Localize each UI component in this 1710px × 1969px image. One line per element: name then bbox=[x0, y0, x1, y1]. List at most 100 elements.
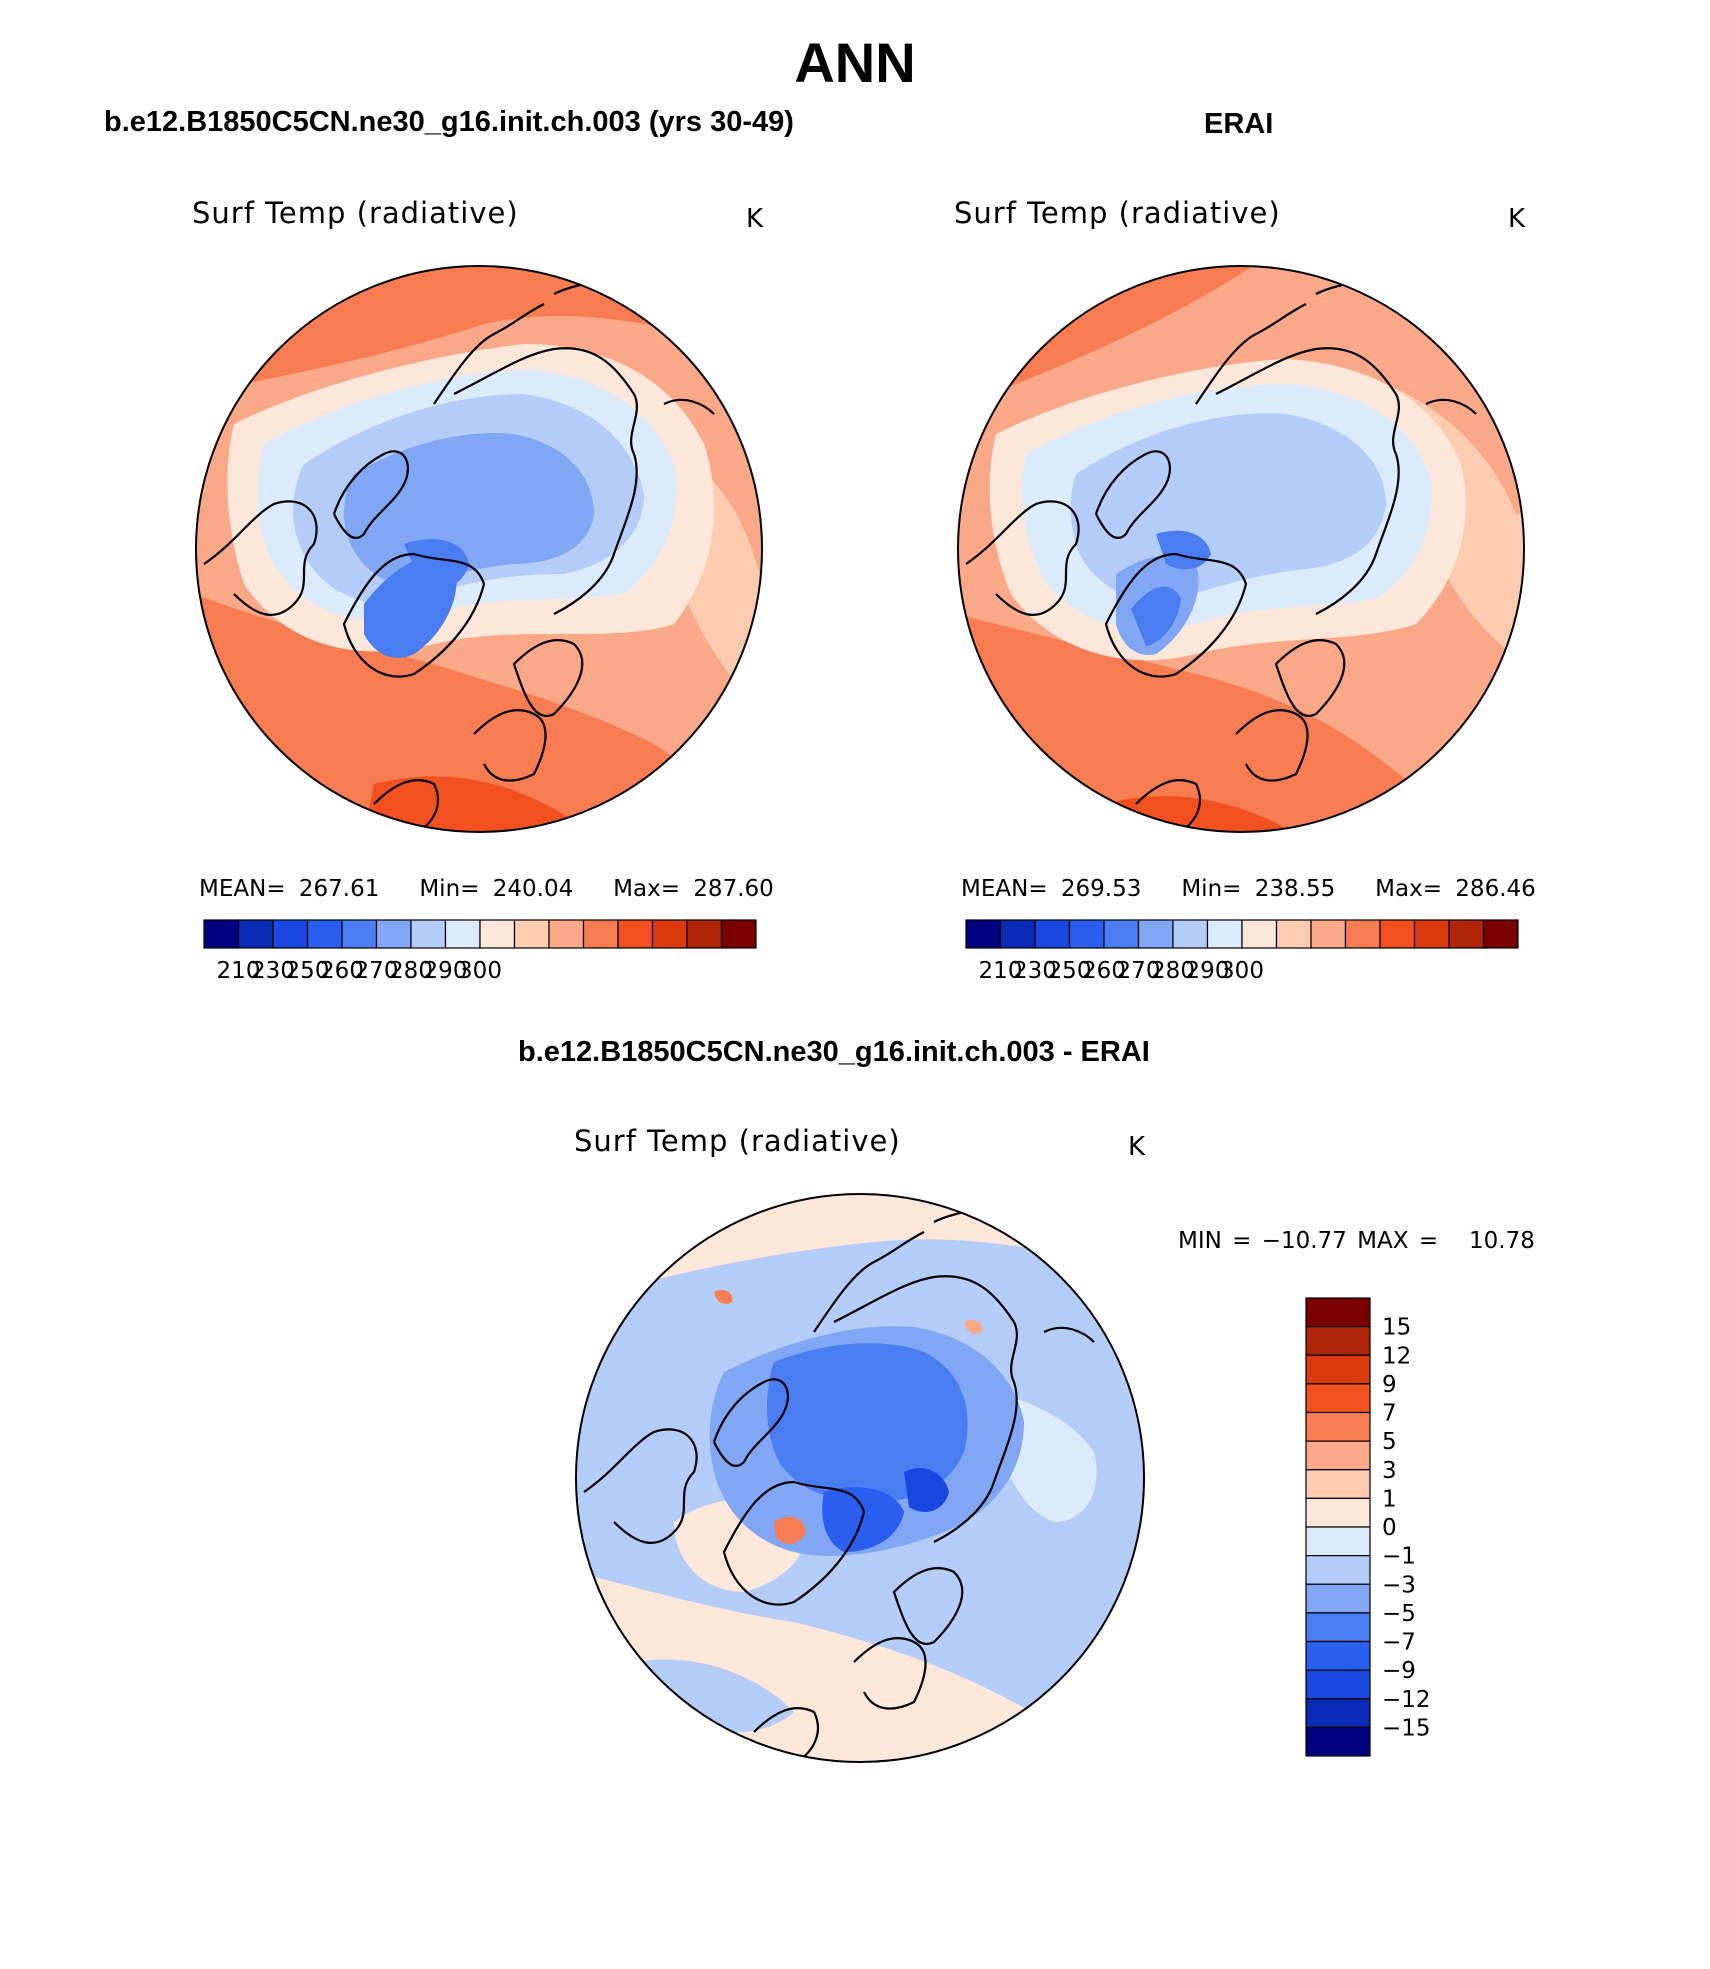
model-colorbar-segment bbox=[272, 919, 309, 949]
diff-min-label: MIN = bbox=[1178, 1228, 1252, 1254]
obs-colorbar-segment bbox=[1344, 919, 1381, 949]
obs-units-label: K bbox=[1508, 204, 1526, 234]
obs-colorbar-segment bbox=[1241, 919, 1278, 949]
model-colorbar-segment bbox=[444, 919, 481, 949]
obs-colorbar-tick-label: 230 bbox=[1013, 958, 1057, 984]
diff-colorbar-tick-label: −3 bbox=[1382, 1572, 1416, 1598]
obs-colorbar-segment bbox=[965, 919, 1002, 949]
model-colorbar-segment bbox=[720, 919, 757, 949]
diff-colorbar-segment bbox=[1305, 1497, 1371, 1528]
model-colorbar-segment bbox=[651, 919, 688, 949]
diff-colorbar-tick-label: 5 bbox=[1382, 1429, 1397, 1455]
obs-colorbar-segment bbox=[1379, 919, 1416, 949]
obs-stats: MEAN= 269.53 Min= 238.55 Max= 286.46 bbox=[961, 876, 1536, 902]
model-colorbar-segment bbox=[341, 919, 378, 949]
model-units-label: K bbox=[746, 204, 764, 234]
diff-colorbar-segment bbox=[1305, 1583, 1371, 1614]
diff-colorbar-segment bbox=[1305, 1411, 1371, 1442]
obs-min-label: Min= bbox=[1181, 876, 1242, 902]
model-mean-label: MEAN= bbox=[199, 876, 286, 902]
model-colorbar-segment bbox=[513, 919, 550, 949]
diff-colorbar-segment bbox=[1305, 1383, 1371, 1414]
diff-colorbar-segment bbox=[1305, 1640, 1371, 1671]
diff-colorbar-tick-label: 7 bbox=[1382, 1401, 1397, 1427]
model-colorbar-tick-label: 260 bbox=[320, 958, 364, 984]
obs-colorbar-segment bbox=[1103, 919, 1140, 949]
diff-colorbar-tick-label: 12 bbox=[1382, 1343, 1411, 1369]
model-colorbar-segment bbox=[203, 919, 240, 949]
model-colorbar-segment bbox=[479, 919, 516, 949]
model-variable-label: Surf Temp (radiative) bbox=[192, 196, 519, 230]
diff-min-value: −10.77 bbox=[1261, 1228, 1347, 1254]
obs-max-value: 286.46 bbox=[1455, 876, 1536, 902]
diff-colorbar-segment bbox=[1305, 1526, 1371, 1557]
diff-units-label: K bbox=[1128, 1132, 1146, 1162]
diff-colorbar-tick-label: −9 bbox=[1382, 1658, 1416, 1684]
model-colorbar-segment bbox=[617, 919, 654, 949]
model-colorbar-segment bbox=[237, 919, 274, 949]
diff-colorbar-tick-label: −15 bbox=[1382, 1715, 1431, 1741]
model-colorbar-segment bbox=[410, 919, 447, 949]
obs-colorbar-segment bbox=[1448, 919, 1485, 949]
diff-colorbar-tick-label: 3 bbox=[1382, 1458, 1397, 1484]
model-colorbar-segment bbox=[548, 919, 585, 949]
obs-colorbar-segment bbox=[1310, 919, 1347, 949]
diff-stats: MIN = −10.77 MAX = 10.78 bbox=[1178, 1228, 1535, 1254]
diff-colorbar-tick-label: −12 bbox=[1382, 1687, 1431, 1713]
diff-colorbar-tick-label: 0 bbox=[1382, 1515, 1397, 1541]
diff-colorbar-segment bbox=[1305, 1612, 1371, 1643]
model-colorbar-tick-label: 300 bbox=[458, 958, 502, 984]
obs-mean-label: MEAN= bbox=[961, 876, 1048, 902]
obs-colorbar-segment bbox=[1034, 919, 1071, 949]
diff-max-value: 10.78 bbox=[1469, 1228, 1535, 1254]
obs-colorbar-tick-label: 270 bbox=[1117, 958, 1161, 984]
model-mean-value: 267.61 bbox=[298, 876, 380, 902]
obs-colorbar-segment bbox=[1482, 919, 1519, 949]
model-colorbar-segment bbox=[582, 919, 619, 949]
obs-colorbar-segment bbox=[1206, 919, 1243, 949]
diff-colorbar-tick-label: −5 bbox=[1382, 1601, 1416, 1627]
obs-colorbar-segment bbox=[1137, 919, 1174, 949]
obs-colorbar-segment bbox=[1068, 919, 1105, 949]
obs-colorbar-segment bbox=[1275, 919, 1312, 949]
model-colorbar-segment bbox=[686, 919, 723, 949]
obs-variable-label: Surf Temp (radiative) bbox=[954, 196, 1281, 230]
diff-colorbar-segment bbox=[1305, 1354, 1371, 1385]
obs-mean-value: 269.53 bbox=[1060, 876, 1142, 902]
diff-colorbar-segment bbox=[1305, 1440, 1371, 1471]
diff-variable-label: Surf Temp (radiative) bbox=[574, 1124, 901, 1158]
obs-colorbar-tick-label: 280 bbox=[1151, 958, 1195, 984]
model-colorbar-segment bbox=[375, 919, 412, 949]
model-case-title: b.e12.B1850C5CN.ne30_g16.init.ch.003 (yr… bbox=[104, 106, 794, 138]
diff-colorbar-tick-label: −1 bbox=[1382, 1544, 1416, 1570]
obs-colorbar-segment bbox=[1172, 919, 1209, 949]
obs-colorbar-tick-label: 250 bbox=[1048, 958, 1092, 984]
obs-colorbar-tick-label: 300 bbox=[1220, 958, 1264, 984]
diff-colorbar-segment bbox=[1305, 1669, 1371, 1700]
obs-colorbar-tick-label: 290 bbox=[1186, 958, 1230, 984]
diff-case-title: b.e12.B1850C5CN.ne30_g16.init.ch.003 - E… bbox=[518, 1036, 1150, 1068]
model-colorbar-tick-label: 280 bbox=[389, 958, 433, 984]
diff-colorbar-segment bbox=[1305, 1326, 1371, 1356]
obs-colorbar-segment bbox=[1413, 919, 1450, 949]
model-colorbar-segment bbox=[306, 919, 343, 949]
diff-colorbar-tick-label: 15 bbox=[1382, 1315, 1411, 1341]
obs-polar-map bbox=[957, 265, 1525, 833]
diff-colorbar-segment bbox=[1305, 1555, 1371, 1585]
model-colorbar-tick-label: 250 bbox=[286, 958, 330, 984]
model-polar-map bbox=[195, 265, 763, 833]
model-max-label: Max= bbox=[613, 876, 680, 902]
model-min-label: Min= bbox=[419, 876, 480, 902]
diff-colorbar-tick-label: −7 bbox=[1382, 1630, 1416, 1656]
obs-min-value: 238.55 bbox=[1254, 876, 1336, 902]
diff-max-label: MAX = bbox=[1357, 1228, 1439, 1254]
model-colorbar-tick-label: 270 bbox=[355, 958, 399, 984]
diff-colorbar-tick-label: 9 bbox=[1382, 1372, 1397, 1398]
obs-case-title: ERAI bbox=[1204, 108, 1274, 140]
obs-colorbar-tick-label: 260 bbox=[1082, 958, 1126, 984]
diff-colorbar-segment bbox=[1305, 1469, 1371, 1499]
figure-title: ANN bbox=[794, 31, 916, 94]
model-colorbar-tick-label: 230 bbox=[251, 958, 295, 984]
